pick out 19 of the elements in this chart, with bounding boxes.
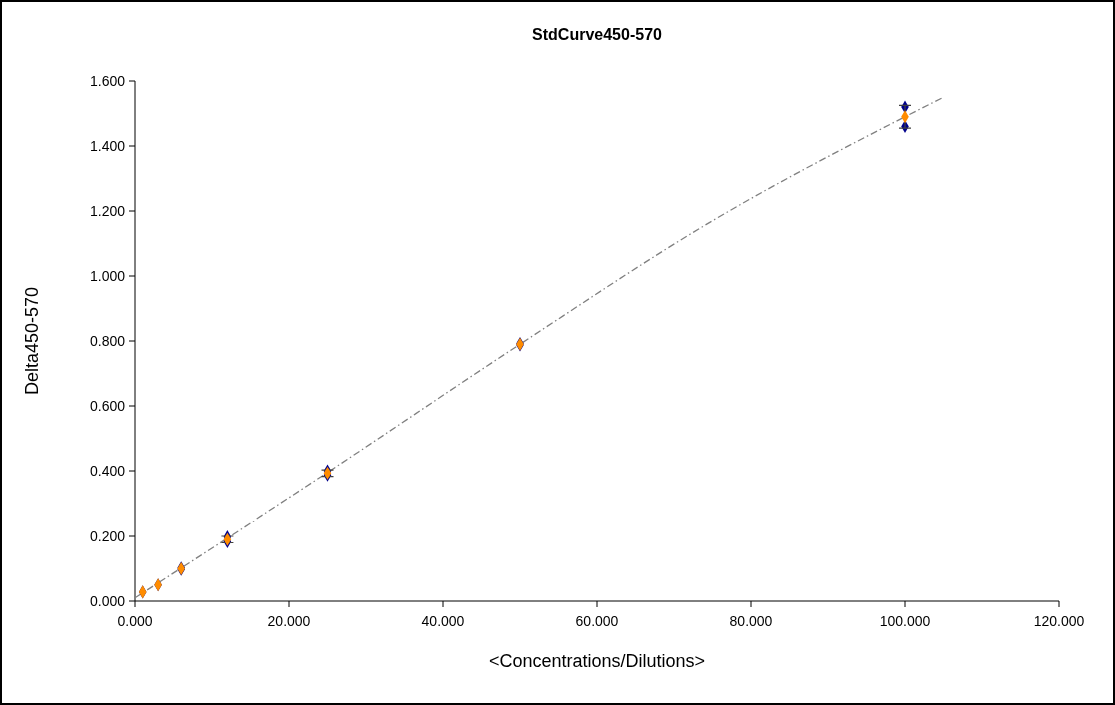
y-tick-label: 0.600 [89, 398, 126, 414]
y-tick-label: 0.400 [89, 463, 126, 479]
y-tick-label: 0.200 [89, 528, 126, 544]
y-tick-label: 1.000 [89, 268, 126, 284]
x-tick-label: 0.000 [117, 613, 153, 629]
y-tick-label: 1.600 [89, 73, 126, 89]
x-tick-label: 100.000 [879, 613, 931, 629]
y-tick-label: 1.200 [89, 203, 126, 219]
x-tick-label: 60.000 [575, 613, 619, 629]
x-tick-label: 40.000 [421, 613, 465, 629]
y-tick-label: 0.800 [89, 333, 126, 349]
y-tick-label: 1.400 [89, 138, 126, 154]
y-tick-label: 0.000 [89, 593, 126, 609]
x-axis-title: <Concentrations/Dilutions> [488, 651, 706, 671]
chart-title: StdCurve450-570 [532, 26, 663, 43]
x-tick-label: 120.000 [1033, 613, 1085, 629]
x-tick-label: 20.000 [267, 613, 311, 629]
y-axis-title: Delta450-570 [22, 286, 42, 396]
x-tick-label: 80.000 [729, 613, 773, 629]
